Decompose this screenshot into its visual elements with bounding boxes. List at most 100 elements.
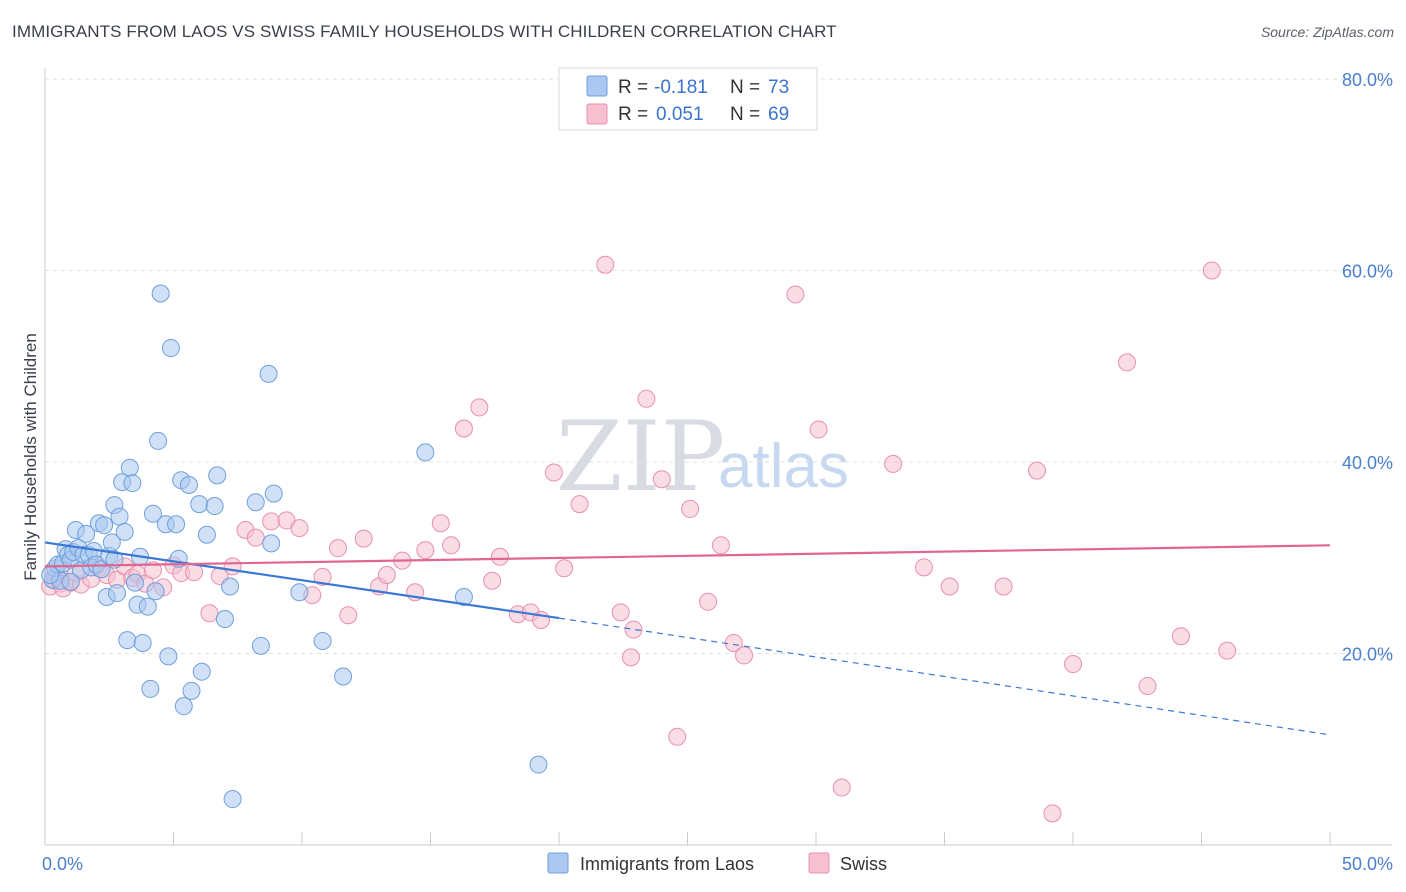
swiss-point bbox=[624, 620, 643, 639]
y-axis-label: Family Households with Children bbox=[21, 333, 40, 581]
laos-point bbox=[77, 524, 96, 543]
swiss-point bbox=[611, 603, 630, 622]
swiss-point bbox=[544, 463, 563, 482]
y-tick-label: 20.0% bbox=[1342, 645, 1393, 665]
legend-swatch-swiss bbox=[586, 103, 608, 125]
laos-point bbox=[141, 679, 160, 698]
laos-point bbox=[161, 339, 180, 358]
swiss-point bbox=[637, 389, 656, 408]
swiss-point bbox=[994, 577, 1013, 596]
gridlines bbox=[45, 78, 1392, 654]
laos-point bbox=[95, 516, 114, 535]
swiss-point bbox=[914, 558, 933, 577]
swiss-point bbox=[652, 470, 671, 489]
bottom-legend-swatch-laos bbox=[547, 852, 569, 874]
swiss-point bbox=[1138, 677, 1157, 696]
swiss-point bbox=[354, 529, 373, 548]
y-tick-label: 40.0% bbox=[1342, 453, 1393, 473]
laos-point bbox=[313, 632, 332, 651]
bottom-legend-laos: Immigrants from Laos bbox=[580, 854, 754, 874]
laos-point bbox=[118, 631, 137, 650]
laos-point bbox=[215, 610, 234, 629]
swiss-point bbox=[290, 519, 309, 538]
swiss-point bbox=[884, 454, 903, 473]
laos-point bbox=[149, 431, 168, 450]
legend-n-value-1: 73 bbox=[768, 77, 789, 98]
bottom-legend: Immigrants from Laos Swiss bbox=[547, 852, 887, 874]
laos-point bbox=[61, 572, 80, 591]
swiss-point bbox=[1043, 804, 1062, 823]
laos-point bbox=[123, 474, 142, 493]
legend-swatch-laos bbox=[586, 75, 608, 97]
laos-point bbox=[221, 577, 240, 596]
swiss-point bbox=[470, 398, 489, 417]
swiss-point bbox=[1028, 461, 1047, 480]
top-legend: R = -0.181 N = 73 R = 0.051 N = 69 bbox=[558, 67, 818, 131]
bottom-legend-swiss: Swiss bbox=[840, 854, 887, 874]
laos-point bbox=[223, 790, 242, 809]
swiss-point bbox=[699, 592, 718, 611]
y-tick-label: 80.0% bbox=[1342, 70, 1393, 90]
laos-trend-line bbox=[44, 541, 560, 620]
laos-point bbox=[208, 466, 227, 485]
swiss-point bbox=[555, 559, 574, 578]
swiss-points bbox=[41, 255, 1237, 823]
x-tick-label-max: 50.0% bbox=[1342, 854, 1393, 874]
laos-point bbox=[105, 550, 124, 569]
laos-point bbox=[167, 515, 186, 534]
swiss-point bbox=[940, 577, 959, 596]
laos-point bbox=[334, 667, 353, 686]
swiss-point bbox=[223, 557, 242, 576]
axes bbox=[44, 68, 1392, 846]
swiss-point bbox=[1171, 627, 1190, 646]
legend-n-label-1: N = bbox=[730, 77, 760, 98]
laos-point bbox=[264, 484, 283, 503]
legend-r-label-2: R = bbox=[618, 104, 648, 125]
laos-point bbox=[205, 497, 224, 516]
swiss-point bbox=[416, 541, 435, 560]
swiss-point bbox=[711, 536, 730, 555]
y-tick-label: 60.0% bbox=[1342, 262, 1393, 282]
bottom-legend-swatch-swiss bbox=[808, 852, 830, 874]
swiss-point bbox=[431, 514, 450, 533]
swiss-point bbox=[832, 778, 851, 797]
swiss-point bbox=[786, 285, 805, 304]
swiss-point bbox=[809, 420, 828, 439]
swiss-point bbox=[262, 512, 281, 531]
laos-point bbox=[120, 458, 139, 477]
laos-point bbox=[110, 507, 129, 526]
laos-point bbox=[107, 584, 126, 603]
swiss-point bbox=[483, 571, 502, 590]
swiss-point bbox=[570, 495, 589, 514]
swiss-point bbox=[490, 547, 509, 566]
swiss-point bbox=[313, 567, 332, 586]
source-label: Source: ZipAtlas.com bbox=[1260, 24, 1394, 40]
laos-point bbox=[146, 582, 165, 601]
legend-r-label-1: R = bbox=[618, 77, 648, 98]
laos-point bbox=[290, 583, 309, 602]
swiss-trend-line bbox=[44, 544, 1331, 568]
laos-point bbox=[41, 565, 60, 584]
laos-point bbox=[529, 755, 548, 774]
laos-trend-extension bbox=[558, 617, 1331, 736]
swiss-point bbox=[596, 255, 615, 274]
laos-point bbox=[138, 597, 157, 616]
swiss-point bbox=[143, 561, 162, 580]
swiss-point bbox=[735, 646, 754, 665]
swiss-point bbox=[339, 606, 358, 625]
y-tick-labels: 20.0% 40.0% 60.0% 80.0% bbox=[1342, 70, 1393, 665]
laos-point bbox=[262, 534, 281, 553]
x-tick-labels: 0.0% 50.0% bbox=[42, 854, 1393, 874]
laos-point bbox=[454, 588, 473, 607]
swiss-point bbox=[621, 648, 640, 667]
swiss-point bbox=[377, 565, 396, 584]
swiss-point bbox=[328, 539, 347, 558]
laos-point bbox=[192, 662, 211, 681]
swiss-point bbox=[454, 419, 473, 438]
swiss-point bbox=[246, 528, 265, 547]
laos-point bbox=[133, 633, 152, 652]
swiss-point bbox=[200, 604, 219, 623]
swiss-point bbox=[1064, 655, 1082, 674]
watermark-zip: ZIP bbox=[556, 401, 725, 513]
